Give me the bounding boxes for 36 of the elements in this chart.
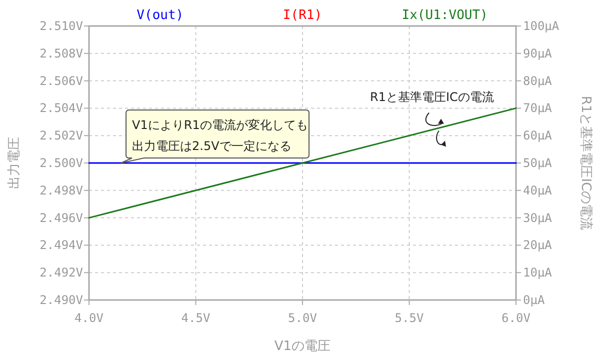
x-axis-title: V1の電圧	[274, 339, 331, 354]
y2-axis-title: R1と基準電圧ICの電流	[578, 96, 594, 230]
annotation: V1によりR1の電流が変化しても	[132, 118, 308, 132]
y2-tick-label: 90µA	[523, 46, 553, 60]
y-tick-label: 2.492V	[40, 266, 83, 280]
x-tick-label: 5.0V	[288, 311, 317, 325]
y-tick-label: 2.502V	[40, 128, 83, 143]
y2-tick-label: 10µA	[523, 266, 553, 280]
y2-tick-label: 40µA	[523, 183, 553, 198]
text: V(out)	[136, 8, 184, 23]
y-tick-label: 2.496V	[40, 210, 83, 225]
legend-label: I(R1)	[282, 8, 322, 23]
y2-tick-label: 70µA	[523, 101, 553, 116]
y-tick-label: 2.500V	[40, 156, 83, 170]
y2-tick-label: 100µA	[523, 19, 560, 33]
y-tick-label: 2.508V	[40, 46, 83, 60]
x-tick-label: 6.0V	[502, 311, 530, 325]
y-axis-title: 出力電圧	[7, 137, 22, 189]
y-tick-label: 2.490V	[40, 293, 83, 307]
y2-tick-label: 0µA	[523, 293, 546, 307]
x-tick-label: 4.0V	[74, 311, 104, 325]
x-tick-label: 4.5V	[181, 311, 210, 325]
annotation: R1と基準電圧ICの電流	[370, 90, 494, 104]
annotation: 出力電圧は2.5Vで一定になる	[132, 139, 292, 153]
y2-tick-label: 60µA	[523, 128, 553, 143]
y2-tick-label: 20µA	[523, 238, 553, 252]
y-tick-label: 2.506V	[40, 74, 83, 88]
y-tick-label: 2.494V	[40, 238, 83, 252]
x-tick-label: 5.5V	[394, 311, 424, 325]
y2-tick-label: 30µA	[523, 210, 553, 225]
y-tick-label: 2.510V	[40, 19, 83, 33]
text: Ix(U1:VOUT)	[402, 8, 488, 23]
y-tick-label: 2.498V	[40, 183, 83, 198]
y2-tick-label: 80µA	[523, 74, 553, 88]
y-tick-label: 2.504V	[40, 101, 83, 116]
y2-tick-label: 50µA	[523, 156, 553, 170]
